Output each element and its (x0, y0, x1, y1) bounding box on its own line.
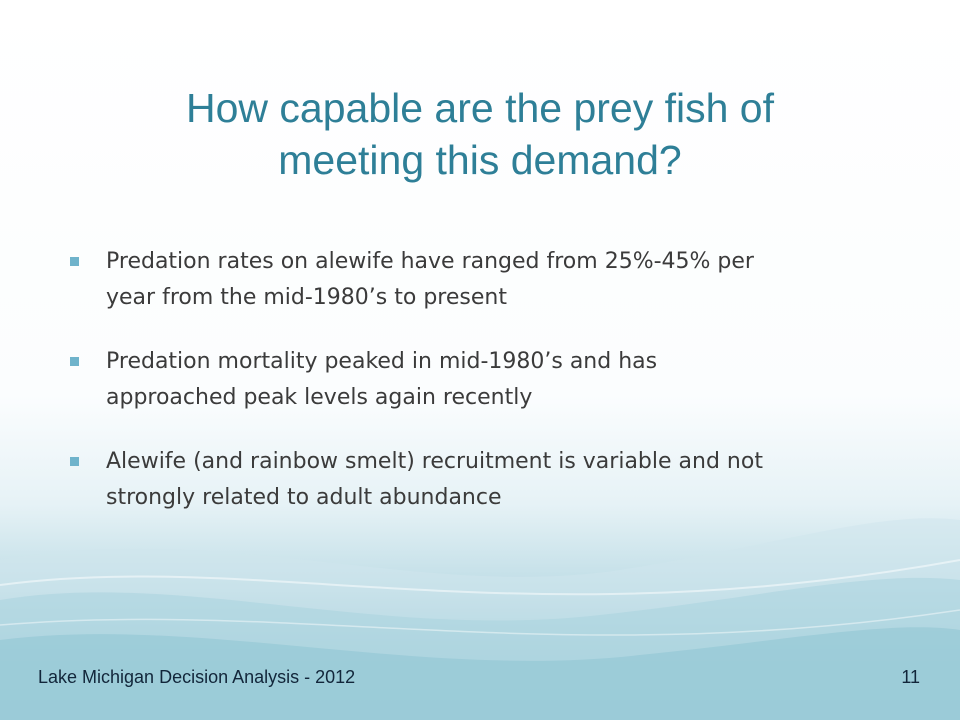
bullet-item: Predation rates on alewife have ranged f… (70, 244, 900, 316)
slide-title: How capable are the prey fish of meeting… (60, 82, 900, 186)
slide-footer: Lake Michigan Decision Analysis - 2012 (38, 667, 356, 687)
bullet-line: Alewife (and rainbow smelt) recruitment … (106, 449, 763, 474)
square-bullet-icon (70, 357, 79, 366)
bullet-list: Predation rates on alewife have ranged f… (70, 244, 900, 544)
square-bullet-icon (70, 257, 79, 266)
bullet-item: Alewife (and rainbow smelt) recruitment … (70, 444, 900, 516)
page-number: 11 (901, 667, 920, 687)
bullet-line: year from the mid-1980’s to present (106, 285, 507, 310)
title-line: meeting this demand? (278, 137, 682, 183)
bullet-item: Predation mortality peaked in mid-1980’s… (70, 344, 900, 416)
bullet-line: approached peak levels again recently (106, 385, 533, 410)
square-bullet-icon (70, 457, 79, 466)
bullet-line: Predation rates on alewife have ranged f… (106, 249, 754, 274)
bullet-line: strongly related to adult abundance (106, 485, 502, 510)
title-line: How capable are the prey fish of (186, 85, 774, 131)
bullet-line: Predation mortality peaked in mid-1980’s… (106, 349, 658, 374)
